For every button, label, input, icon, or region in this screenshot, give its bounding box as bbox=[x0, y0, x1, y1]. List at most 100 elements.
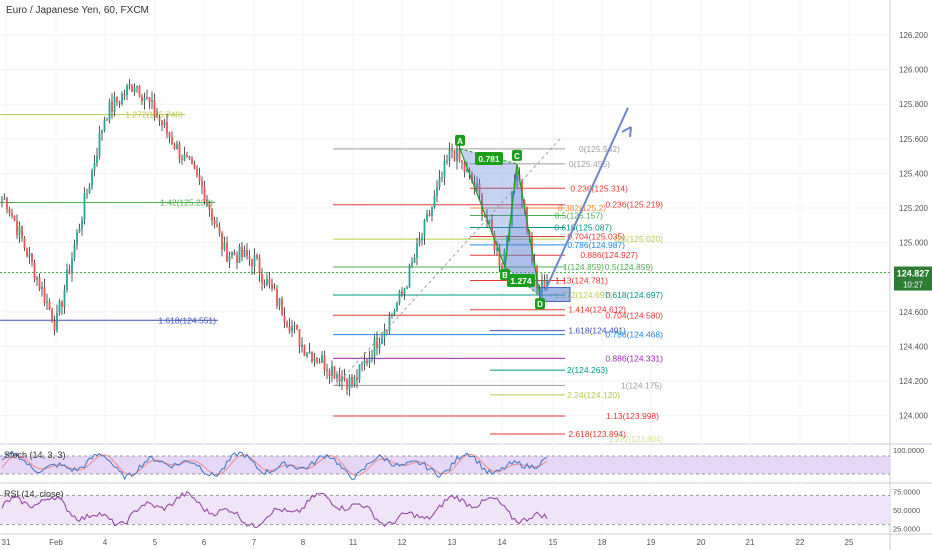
candle-body bbox=[123, 93, 126, 96]
candle-body bbox=[163, 121, 166, 126]
fib-level-label: 2(124.263) bbox=[567, 365, 608, 375]
candle-body bbox=[106, 119, 108, 121]
candle-body bbox=[161, 120, 163, 126]
candle-body bbox=[448, 149, 451, 161]
candle-body bbox=[478, 183, 481, 195]
candle-body bbox=[23, 238, 26, 248]
projection-arrow bbox=[544, 107, 629, 292]
candle-body bbox=[48, 301, 51, 310]
candle-body bbox=[151, 99, 153, 102]
price-tick-label: 124.600 bbox=[899, 308, 928, 317]
candle-body bbox=[441, 177, 443, 179]
fib-level-label: 0.5(124.859) bbox=[605, 262, 653, 272]
time-tick-label: 14 bbox=[498, 538, 507, 547]
rsi-pane: 75.0000 50.0000 25.0000 bbox=[0, 488, 920, 533]
candle-body bbox=[271, 283, 273, 289]
pattern-point-label: D bbox=[537, 300, 543, 309]
current-price-label: 124.827 bbox=[897, 269, 930, 279]
candle-body bbox=[266, 278, 268, 286]
candle-body bbox=[166, 121, 168, 134]
rsi-tick-label: 50.0000 bbox=[893, 506, 920, 515]
candle-body bbox=[403, 288, 406, 294]
pattern-legs bbox=[459, 148, 541, 297]
pattern-triangle-abc bbox=[460, 148, 517, 267]
fib-level-label: 1.13(124.781) bbox=[555, 275, 608, 285]
candle-body bbox=[438, 177, 441, 188]
candle-body bbox=[73, 244, 76, 259]
pattern-point-label: A bbox=[457, 137, 463, 146]
price-tick-label: 125.200 bbox=[899, 204, 928, 213]
fib-level-label: 1.618(124.551) bbox=[158, 315, 216, 325]
candle-body bbox=[418, 240, 421, 244]
candle-body bbox=[451, 149, 453, 151]
candle-body bbox=[316, 357, 318, 363]
candle-body bbox=[238, 246, 241, 263]
candle-body bbox=[228, 255, 231, 262]
fib-level-label: 0.236(125.314) bbox=[570, 183, 628, 193]
candle-body bbox=[243, 250, 246, 258]
grid bbox=[0, 0, 890, 534]
candle-body bbox=[351, 376, 353, 385]
candle-body bbox=[28, 253, 31, 257]
candle-body bbox=[368, 356, 371, 364]
time-tick-label: 31 bbox=[2, 538, 11, 547]
candle-body bbox=[476, 183, 478, 188]
candle-body bbox=[463, 162, 466, 172]
candle-body bbox=[373, 337, 376, 358]
candle-body bbox=[81, 219, 83, 229]
candle-body bbox=[318, 362, 321, 364]
candle-body bbox=[421, 237, 423, 241]
candle-body bbox=[468, 169, 471, 173]
candle-body bbox=[206, 201, 208, 204]
candle-body bbox=[426, 214, 428, 221]
candle-body bbox=[241, 246, 243, 258]
candle-body bbox=[193, 163, 196, 169]
time-axis[interactable]: 31 Feb 4 5 6 7 8 11 12 13 14 15 18 19 20 21 22 25 bbox=[2, 538, 854, 547]
candle-body bbox=[223, 242, 226, 250]
candle-body bbox=[18, 226, 21, 236]
pattern-point-marker bbox=[535, 298, 545, 310]
candle-body bbox=[31, 253, 33, 263]
stoch-d-line bbox=[1, 453, 548, 477]
candle-body bbox=[76, 231, 78, 245]
candle-body bbox=[176, 143, 178, 150]
candle-body bbox=[416, 243, 418, 259]
symbol-title: Euro / Japanese Yen, 60, FXCM bbox=[6, 5, 149, 16]
candle-body bbox=[488, 219, 491, 222]
time-tick-label: 20 bbox=[697, 538, 706, 547]
stoch-title: Stoch (14, 3, 3) bbox=[4, 450, 66, 460]
time-tick-label: 21 bbox=[746, 538, 755, 547]
candle-body bbox=[198, 174, 201, 181]
candle-body bbox=[181, 159, 183, 161]
candle-body bbox=[263, 283, 266, 286]
candle-body bbox=[473, 182, 476, 188]
candle-body bbox=[201, 180, 203, 187]
candle-body bbox=[413, 258, 416, 263]
candle-body bbox=[436, 187, 438, 196]
candle-body bbox=[396, 302, 398, 311]
candle-body bbox=[136, 85, 138, 88]
candle-body bbox=[446, 160, 448, 162]
price-tick-label: 125.800 bbox=[899, 100, 928, 109]
candle-body bbox=[453, 149, 456, 162]
candle-body bbox=[143, 98, 146, 102]
candle-body bbox=[443, 161, 446, 178]
ratio-label: 0.781 bbox=[478, 154, 500, 164]
candle-body bbox=[281, 298, 283, 316]
candle-body bbox=[128, 84, 131, 86]
fib-level-label: 0.618(124.697) bbox=[605, 290, 663, 300]
fib-level-label: 0.704(125.035) bbox=[567, 232, 625, 242]
candle-body bbox=[188, 157, 191, 159]
candle-body bbox=[363, 360, 366, 364]
candle-body bbox=[461, 160, 463, 163]
candle-body bbox=[498, 248, 501, 266]
candle-body bbox=[311, 351, 313, 362]
time-tick-label: 4 bbox=[103, 538, 108, 547]
time-tick-label: 7 bbox=[252, 538, 257, 547]
bar-countdown-label: 10:27 bbox=[903, 281, 924, 290]
pattern-point-marker bbox=[455, 134, 465, 146]
candle-body bbox=[126, 85, 128, 96]
candle-body bbox=[398, 291, 401, 303]
candle-body bbox=[431, 207, 433, 216]
